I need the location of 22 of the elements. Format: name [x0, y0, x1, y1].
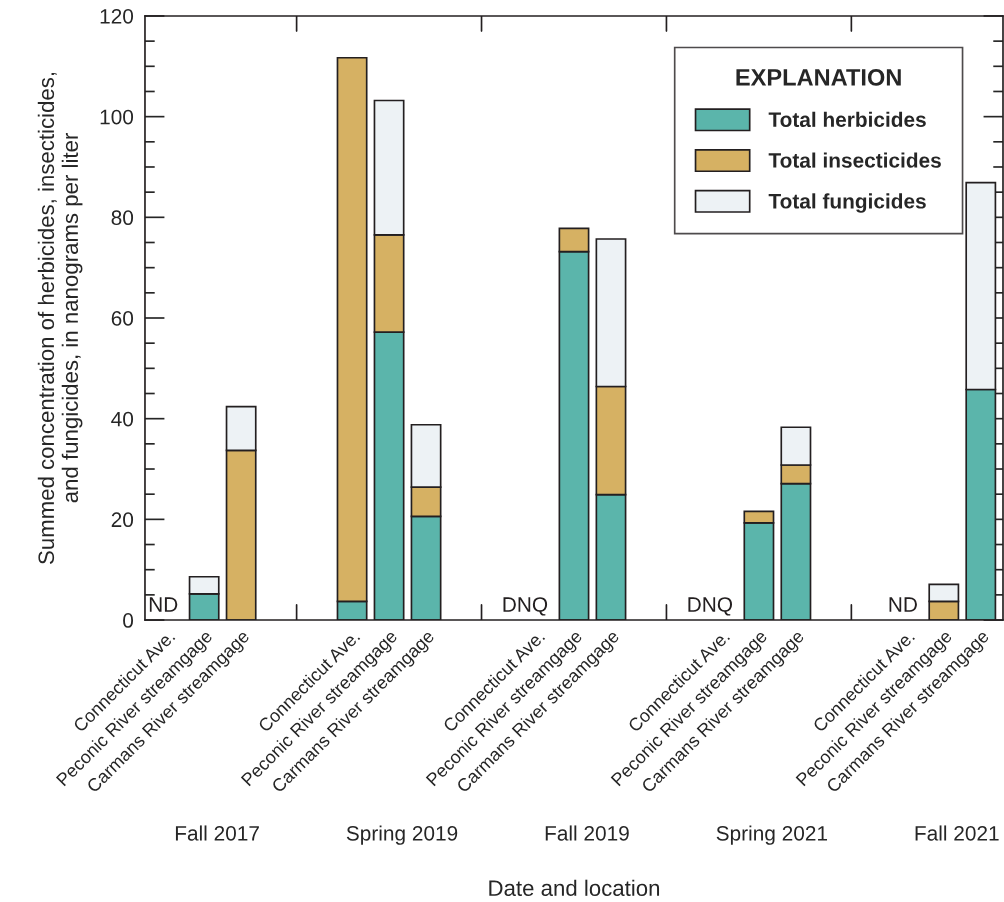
legend-label: Total herbicides — [768, 111, 926, 128]
text: ND — [149, 597, 178, 612]
text: Spring 2019 — [346, 825, 458, 845]
text: Fall 2021 — [915, 825, 999, 841]
legend-title: EXPLANATION — [736, 68, 901, 86]
text: ND — [889, 597, 917, 612]
text: Fall 2017 — [175, 825, 259, 841]
text: Spring 2021 — [716, 825, 828, 845]
y-tick-label: 20 — [111, 512, 134, 528]
text: DNQ — [503, 597, 548, 616]
legend-label: Total fungicides — [768, 193, 926, 213]
y-tick-label: 100 — [100, 109, 134, 125]
legend-label: Total insecticides — [768, 152, 941, 168]
y-tick-label: 40 — [111, 411, 134, 427]
y-axis-title: Summed concentration of herbicides, insecticides, and fungicides, in nanograms per liter — [37, 72, 83, 565]
y-tick-label: 60 — [111, 311, 134, 326]
y-tick-label: 0 — [123, 613, 134, 628]
text: DNQ — [688, 597, 733, 616]
y-tick-label: 120 — [100, 8, 134, 24]
y-tick-label: 80 — [111, 210, 134, 226]
x-axis-title: Date and location — [489, 879, 660, 897]
text: Fall 2019 — [545, 825, 629, 841]
